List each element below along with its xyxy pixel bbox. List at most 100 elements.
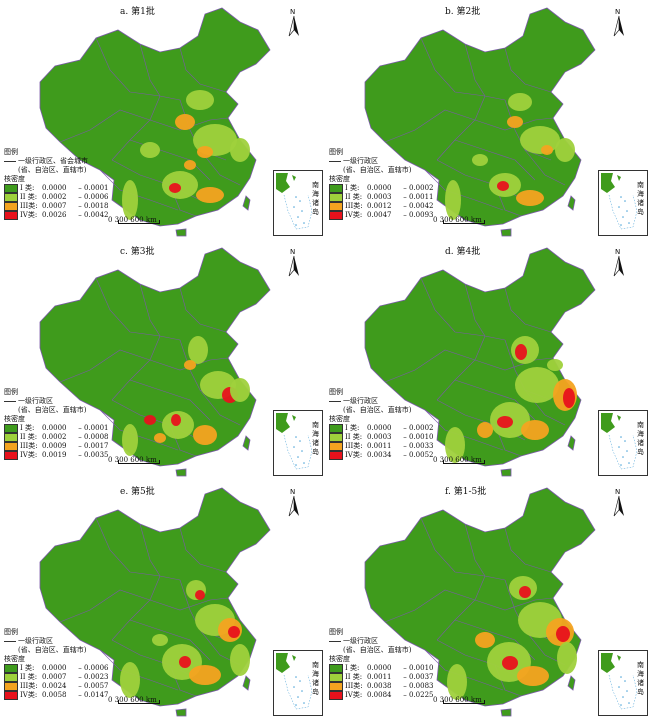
legend-class-row: IV类: 0.0034 –0.0052	[329, 451, 434, 460]
legend-class-name: IV类:	[20, 211, 38, 219]
province-boundary-line	[384, 349, 476, 383]
hotspot-class-IV	[497, 181, 509, 191]
legend-boundary-row: 一级行政区	[329, 637, 429, 646]
inset-label: 南海诸岛	[637, 421, 644, 456]
hotspot-class-IV	[179, 656, 191, 668]
legend-class-from: 0.0011	[367, 442, 392, 450]
hotspot-class-II	[557, 642, 577, 674]
inset-map	[601, 413, 638, 470]
inset-label: 南海诸岛	[637, 181, 644, 216]
legend-dash: –	[403, 451, 407, 459]
legend-class-row: II 类: 0.0003 –0.0010	[329, 433, 434, 442]
legend-kernel-title: 核密度	[329, 655, 350, 663]
scale-bar-line	[443, 460, 485, 464]
map-panel-1: a. 第1批 N 图例 一级行政区、省会城市 (省、自治区、直辖市) 核密度 I…	[0, 0, 325, 239]
province-boundary-line	[129, 619, 211, 661]
province-boundary-line	[59, 589, 151, 623]
province-boundary-line	[504, 527, 552, 573]
hotspot-class-II	[120, 662, 140, 698]
legend-class-name: I 类:	[20, 424, 35, 432]
province-boundary-line	[436, 335, 486, 401]
legend-dash: –	[403, 442, 407, 450]
legend-boundary-sub-row: (省、自治区、直辖市)	[4, 166, 104, 175]
north-label: N	[615, 488, 621, 496]
scale-bar-line	[118, 460, 160, 464]
legend-title: 图例	[4, 628, 18, 636]
inset-label: 南海诸岛	[312, 181, 319, 216]
legend-class-row: IV类: 0.0058 –0.0147	[4, 691, 109, 700]
south-china-sea-inset: 南海诸岛	[598, 410, 648, 476]
north-label: N	[290, 488, 296, 496]
legend-class-from: 0.0026	[42, 211, 67, 219]
hotspot-class-III	[184, 160, 196, 170]
hotspot-class-III	[475, 632, 495, 648]
legend-dash: –	[403, 184, 407, 192]
province-boundary-line	[129, 379, 211, 421]
legend-swatch	[329, 691, 343, 700]
hotspot-class-III	[175, 114, 195, 130]
legend-class-row: II 类: 0.0011 –0.0037	[329, 673, 434, 682]
hotspot-class-IV	[195, 590, 205, 600]
legend-dash: –	[78, 184, 82, 192]
province-boundary-line	[95, 277, 161, 337]
legend-class-to: 0.0001	[84, 184, 109, 192]
map-legend: 图例 一级行政区 (省、自治区、直辖市) 核密度 I 类: 0.0000–0.00…	[4, 628, 109, 700]
density-hotspots	[447, 576, 577, 700]
north-arrow-icon	[613, 255, 624, 277]
province-boundary-line	[199, 149, 241, 186]
legend-class-row: I 类: 0.0000 –0.0001	[4, 184, 109, 193]
legend-dash: –	[78, 673, 82, 681]
hotspot-class-IV	[515, 344, 527, 360]
legend-classes: I 类: 0.0000–0.0001 II 类: 0.0002–0.0008 III类:…	[4, 424, 109, 460]
legend-class-name: IV类:	[345, 691, 363, 699]
legend-class-row: IV类: 0.0026 –0.0042	[4, 211, 109, 220]
legend-class-from: 0.0047	[367, 211, 392, 219]
legend-class-name: III类:	[20, 442, 38, 450]
hotspot-class-III	[516, 190, 544, 206]
legend-boundary-sub: (省、自治区、直辖市)	[343, 166, 412, 174]
legend-boundary-sub-row: (省、自治区、直辖市)	[329, 166, 429, 175]
legend-class-name: I 类:	[345, 664, 360, 672]
province-boundary-line	[504, 287, 552, 333]
hotspot-class-III	[517, 666, 549, 686]
china-map	[364, 487, 596, 717]
hotspot-class-II	[230, 138, 250, 162]
legend-swatch	[329, 433, 343, 442]
legend-dash: –	[78, 211, 82, 219]
legend-class-row: I 类: 0.0000 –0.0001	[4, 424, 109, 433]
legend-class-to: 0.0002	[409, 184, 434, 192]
legend-dash: –	[78, 691, 82, 699]
legend-boundary-sub-row: (省、自治区、直辖市)	[329, 406, 429, 415]
province-boundary-line	[464, 43, 506, 101]
legend-class-name: I 类:	[20, 184, 35, 192]
legend-swatch	[329, 451, 343, 460]
scale-label: 0 300 600 km	[108, 696, 157, 704]
legend-class-row: III类: 0.0007 –0.0018	[4, 202, 109, 211]
legend-class-name: II 类:	[345, 433, 363, 441]
legend-class-to: 0.0147	[84, 691, 109, 699]
legend-class-to: 0.0010	[409, 433, 434, 441]
legend-title: 图例	[329, 148, 343, 156]
legend-class-from: 0.0007	[42, 202, 67, 210]
legend-class-to: 0.0023	[84, 673, 109, 681]
legend-dash: –	[403, 202, 407, 210]
hotspot-class-IV	[171, 414, 181, 426]
legend-dash: –	[403, 211, 407, 219]
legend-class-row: III类: 0.0012 –0.0042	[329, 202, 434, 211]
scale-bar-line	[443, 700, 485, 704]
legend-class-from: 0.0003	[367, 433, 392, 441]
south-china-sea-inset: 南海诸岛	[273, 410, 323, 476]
hotspot-class-III	[189, 665, 221, 685]
inset-label: 南海诸岛	[637, 661, 644, 696]
density-hotspots	[445, 336, 577, 463]
north-arrow: N	[612, 248, 626, 278]
south-china-sea-inset: 南海诸岛	[273, 170, 323, 236]
legend-class-name: IV类:	[20, 691, 38, 699]
hotspot-class-IV	[144, 415, 156, 425]
china-map	[364, 7, 596, 237]
legend-classes: I 类: 0.0000–0.0002 II 类: 0.0003–0.0011 III类:…	[329, 184, 434, 220]
map-legend: 图例 一级行政区、省会城市 (省、自治区、直辖市) 核密度 I 类: 0.0000…	[4, 148, 109, 220]
legend-boundary-sub-row: (省、自治区、直辖市)	[4, 406, 104, 415]
scale-bar-line	[443, 220, 485, 224]
legend-class-to: 0.0225	[409, 691, 434, 699]
